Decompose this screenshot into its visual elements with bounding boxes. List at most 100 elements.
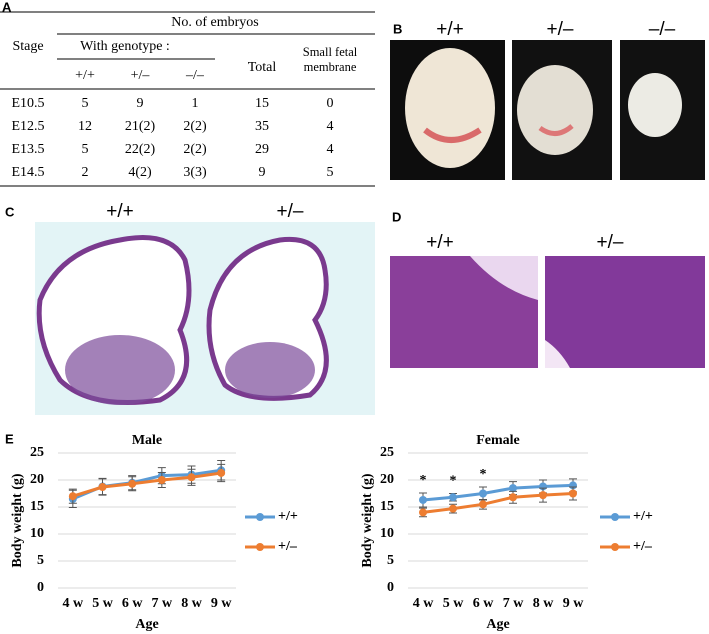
table-header: –/–: [185, 68, 205, 83]
genotype-label: +/+: [106, 201, 133, 222]
annotation: *: [450, 474, 457, 489]
data-point: [419, 495, 427, 504]
x-axis-label: Age: [486, 617, 509, 632]
legend-swatch: [611, 543, 619, 551]
y-tick-label: 15: [30, 499, 44, 514]
table-cell: 29: [255, 142, 269, 157]
genotype-label: +/–: [547, 19, 574, 40]
y-tick-label: 10: [30, 526, 44, 541]
table-cell: 22(2): [125, 142, 156, 157]
table-cell: 5: [82, 96, 89, 111]
y-tick-label: 5: [37, 553, 44, 568]
table-cell: E10.5: [11, 96, 44, 111]
chart-title: Female: [476, 433, 520, 448]
data-point: [509, 493, 517, 502]
legend-label: +/+: [633, 509, 653, 524]
table-cell: 12: [78, 119, 92, 134]
series-line: [72, 468, 222, 501]
table-cell: 2(2): [183, 142, 207, 157]
genotype-label: +/+: [426, 232, 453, 253]
table-cell: 3(3): [183, 165, 207, 180]
table-cell: 9: [259, 165, 266, 180]
panel-label: E: [5, 431, 14, 446]
annotation: *: [480, 467, 487, 482]
table-header: +/–: [131, 68, 151, 83]
legend-label: +/–: [278, 539, 298, 554]
table-cell: E14.5: [11, 165, 44, 180]
y-axis-label: Body weight (g): [10, 473, 25, 567]
genotype-label: +/+: [436, 19, 463, 40]
table-cell: 9: [137, 96, 144, 111]
data-point: [569, 489, 577, 498]
genotype-label: +/–: [597, 232, 624, 253]
x-tick-label: 5 w: [443, 596, 465, 611]
sagittal-sections: [35, 222, 375, 415]
data-point: [449, 493, 457, 502]
embryo-photos: [390, 40, 705, 180]
panel-label: C: [5, 204, 15, 219]
x-tick-label: 6 w: [473, 596, 495, 611]
x-tick-label: 8 w: [533, 596, 555, 611]
histology: [390, 256, 705, 368]
y-tick-label: 25: [30, 445, 44, 460]
y-tick-label: 0: [387, 580, 394, 595]
table-cell: 1: [192, 96, 199, 111]
data-point: [128, 479, 137, 488]
data-point: [217, 468, 226, 477]
table-cell: 15: [255, 96, 269, 111]
x-tick-label: 4 w: [63, 596, 85, 611]
data-point: [479, 500, 487, 509]
y-axis-label: Body weight (g): [360, 473, 375, 567]
data-point: [187, 473, 196, 482]
panel-label: A: [2, 0, 12, 14]
table-cell: 2(2): [183, 119, 207, 134]
table-header: With genotype :: [80, 39, 170, 54]
y-tick-label: 20: [380, 472, 394, 487]
annotation: *: [420, 473, 427, 488]
table-header: No. of embryos: [171, 15, 259, 30]
table-header: Stage: [12, 39, 43, 54]
table-cell: 2: [82, 165, 89, 180]
legend-label: +/–: [633, 539, 653, 554]
x-tick-label: 7 w: [152, 596, 174, 611]
table-cell: E13.5: [11, 142, 44, 157]
x-tick-label: 4 w: [413, 596, 435, 611]
y-tick-label: 20: [30, 472, 44, 487]
table-header: +/+: [75, 68, 95, 83]
y-tick-label: 5: [387, 553, 394, 568]
data-point: [539, 491, 547, 500]
x-axis-label: Age: [135, 617, 158, 632]
table-cell: 0: [327, 96, 334, 111]
legend-label: +/+: [278, 509, 298, 524]
table-cell: 4(2): [128, 165, 152, 180]
genotype-label: +/–: [277, 201, 304, 222]
data-point: [157, 476, 166, 484]
panel-label: D: [392, 209, 401, 224]
x-tick-label: 6 w: [122, 596, 144, 611]
table-cell: 4: [327, 119, 334, 134]
table-cell: 5: [327, 165, 334, 180]
x-tick-label: 5 w: [92, 596, 114, 611]
series-line: [72, 471, 222, 498]
data-point: [419, 508, 427, 517]
data-point: [98, 483, 107, 492]
data-point: [509, 484, 517, 493]
legend-swatch: [611, 513, 619, 521]
table-header: Small fetal membrane: [302, 45, 358, 74]
legend-swatch: [256, 543, 264, 551]
x-tick-label: 7 w: [503, 596, 525, 611]
y-tick-label: 25: [380, 445, 394, 460]
table-cell: 21(2): [125, 119, 156, 134]
x-tick-label: 9 w: [563, 596, 585, 611]
data-point: [449, 504, 457, 513]
y-tick-label: 0: [37, 580, 44, 595]
table-cell: E12.5: [11, 119, 44, 134]
y-tick-label: 15: [380, 499, 394, 514]
table-header: Small fetal membrane: [302, 45, 358, 74]
y-tick-label: 10: [380, 526, 394, 541]
panel-label: B: [393, 21, 402, 36]
x-tick-label: 8 w: [181, 596, 203, 611]
series-line: [422, 483, 574, 502]
table-cell: 4: [327, 142, 334, 157]
